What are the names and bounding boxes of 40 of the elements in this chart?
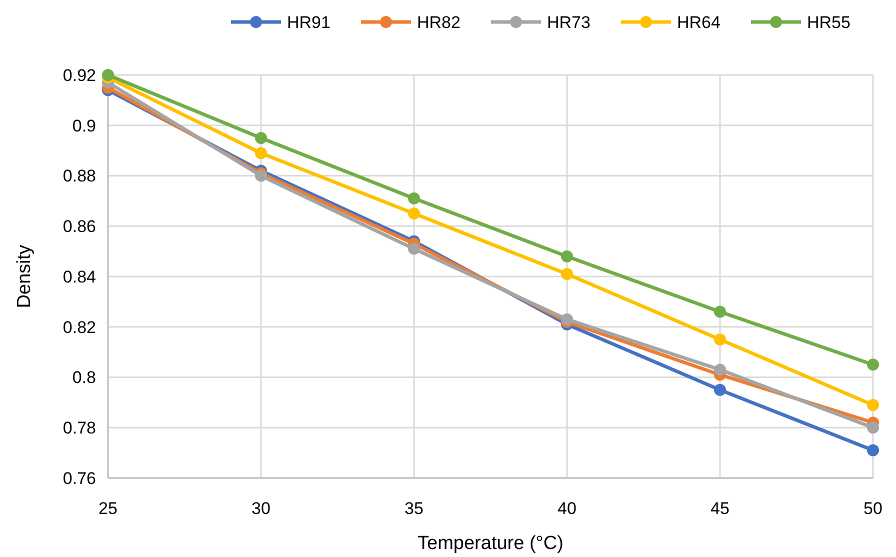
- point: [408, 192, 420, 204]
- x-tick-label: 50: [864, 498, 882, 518]
- point: [867, 398, 879, 411]
- point: [102, 69, 114, 81]
- legend-label: HR55: [807, 12, 850, 32]
- legend-label: HR64: [677, 12, 720, 32]
- x-axis-title: Temperature (°C): [418, 533, 564, 554]
- point: [867, 444, 879, 456]
- point: [714, 306, 726, 318]
- y-tick-label: 0.92: [62, 66, 96, 85]
- point: [867, 358, 879, 371]
- x-tick-label: 40: [558, 498, 576, 518]
- y-tick-label: 0.76: [62, 468, 96, 488]
- point: [408, 208, 420, 220]
- y-tick-label: 0.78: [62, 418, 96, 438]
- point: [561, 313, 573, 326]
- legend-label: HR91: [287, 12, 330, 32]
- point: [408, 242, 420, 255]
- y-tick-label: 0.84: [62, 267, 96, 286]
- x-tick-label: 35: [404, 498, 424, 518]
- point: [714, 333, 726, 346]
- point: [255, 147, 267, 160]
- point: [255, 170, 267, 182]
- x-tick-label: 45: [710, 498, 730, 518]
- y-tick-label: 0.88: [62, 166, 96, 186]
- point: [561, 268, 573, 280]
- point: [867, 422, 879, 434]
- y-tick-label: 0.82: [62, 318, 96, 337]
- legend-label: HR82: [417, 12, 460, 32]
- point: [561, 250, 573, 262]
- x-tick-label: 25: [98, 498, 118, 518]
- point: [714, 384, 726, 396]
- legend-label: HR73: [547, 12, 590, 32]
- y-tick-label: 0.8: [72, 368, 96, 388]
- point: [714, 364, 726, 376]
- y-tick-label: 0.9: [72, 116, 96, 136]
- y-tick-label: 0.86: [62, 217, 96, 236]
- x-tick-label: 30: [252, 498, 270, 518]
- y-axis-title: Density: [14, 244, 35, 308]
- point: [255, 132, 267, 144]
